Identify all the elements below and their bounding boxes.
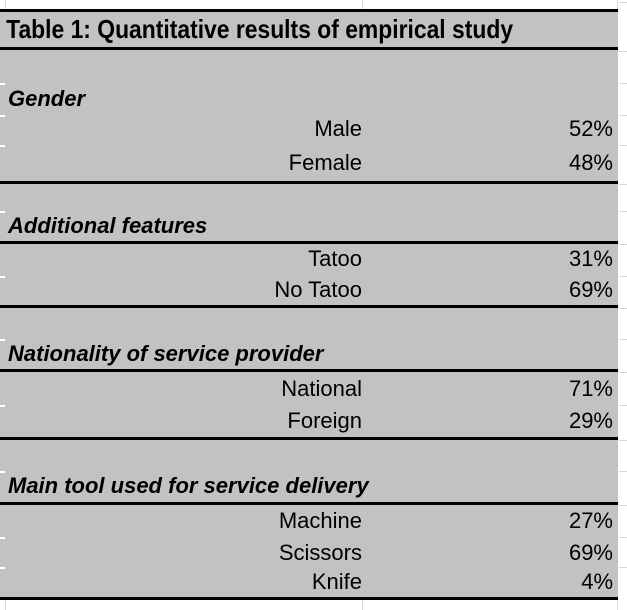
row-gridline-stub	[0, 567, 5, 569]
row-value: 31%	[568, 246, 613, 271]
row-gridline	[619, 51, 627, 52]
row-value: 52%	[568, 116, 613, 141]
row-value: 69%	[568, 277, 613, 302]
section-heading-nationality: Nationality of service provider	[8, 341, 324, 366]
section-heading-gender: Gender	[8, 86, 86, 111]
column-gridline	[5, 600, 6, 610]
table-row: Tatoo 31%	[0, 244, 618, 274]
row-gridline-stub	[0, 405, 5, 407]
column-gridline	[617, 0, 618, 9]
row-value: 4%	[581, 569, 613, 594]
row-label: Machine	[278, 508, 362, 533]
row-value: 48%	[568, 150, 613, 175]
table-bottom-rule	[0, 597, 618, 600]
row-label: Foreign	[287, 408, 362, 433]
row-value: 29%	[568, 408, 613, 433]
row-gridline	[619, 2, 627, 3]
row-gridline	[619, 145, 627, 146]
row-gridline	[619, 244, 627, 245]
row-gridline-stub	[0, 145, 5, 147]
row-gridline	[619, 115, 627, 116]
row-gridline-stub	[0, 276, 5, 278]
row-gridline-stub	[0, 115, 5, 117]
row-gridline	[619, 339, 627, 340]
row-gridline	[619, 211, 627, 212]
row-gridline	[619, 184, 627, 185]
tool-heading-rule	[0, 502, 618, 505]
row-label: Tatoo	[308, 246, 362, 271]
row-gridline-stub	[0, 211, 5, 213]
table-title-text: Table 1: Quantitative results of empiric…	[6, 14, 514, 44]
row-label: No Tatoo	[274, 277, 362, 302]
table-title: Table 1: Quantitative results of empiric…	[0, 12, 618, 47]
section-heading-additional-features: Additional features	[8, 213, 208, 238]
row-gridline	[619, 276, 627, 277]
gender-section-end-rule	[0, 181, 618, 184]
title-bottom-rule	[0, 47, 618, 50]
table-row: Female 48%	[0, 148, 618, 178]
column-gridline	[617, 600, 618, 610]
row-gridline	[619, 83, 627, 84]
column-gridline	[362, 600, 363, 610]
row-gridline	[619, 471, 627, 472]
features-heading-rule	[0, 241, 618, 244]
table-row: No Tatoo 69%	[0, 275, 618, 305]
nationality-heading-rule	[0, 369, 618, 372]
row-label: Scissors	[278, 540, 362, 565]
table-row: Scissors 69%	[0, 538, 618, 568]
row-gridline	[619, 308, 627, 309]
column-gridline	[362, 0, 363, 9]
table-row: National 71%	[0, 374, 618, 404]
row-value: 71%	[568, 376, 613, 401]
row-gridline-stub	[0, 83, 5, 85]
row-gridline	[619, 372, 627, 373]
row-label: Knife	[311, 569, 362, 594]
title-top-rule	[0, 9, 618, 12]
row-gridline	[619, 505, 627, 506]
row-label: Male	[314, 116, 362, 141]
row-gridline	[619, 405, 627, 406]
nationality-section-end-rule	[0, 437, 618, 440]
row-gridline-stub	[0, 471, 5, 473]
table-row: Male 52%	[0, 114, 618, 144]
table-row: Machine 27%	[0, 506, 618, 536]
row-value: 69%	[568, 540, 613, 565]
row-gridline	[619, 567, 627, 568]
row-gridline	[619, 537, 627, 538]
column-gridline	[5, 0, 6, 9]
table-row: Knife 4%	[0, 567, 618, 597]
row-gridline	[619, 440, 627, 441]
section-heading-main-tool: Main tool used for service delivery	[8, 473, 369, 498]
table-row: Foreign 29%	[0, 406, 618, 436]
features-section-end-rule	[0, 305, 618, 308]
row-value: 27%	[568, 508, 613, 533]
row-gridline-stub	[0, 339, 5, 341]
row-gridline-stub	[0, 537, 5, 539]
row-label: Female	[288, 150, 362, 175]
row-label: National	[281, 376, 362, 401]
table-fill	[0, 9, 618, 600]
